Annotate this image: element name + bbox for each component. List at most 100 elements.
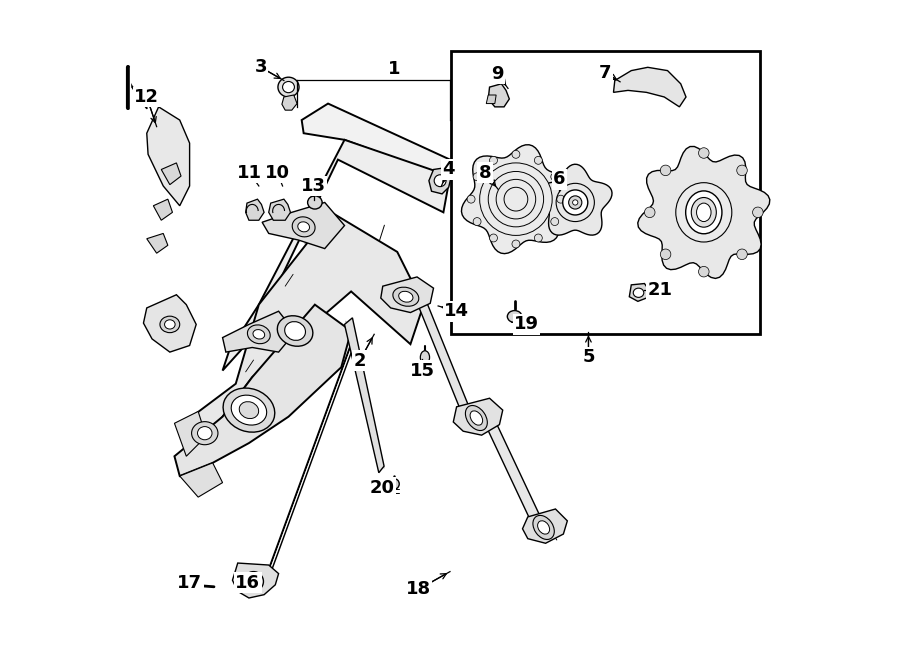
Ellipse shape [239, 402, 258, 418]
Circle shape [551, 173, 559, 181]
Circle shape [512, 150, 520, 158]
Text: 8: 8 [479, 164, 491, 182]
Ellipse shape [465, 406, 487, 430]
Ellipse shape [399, 291, 413, 302]
Text: 5: 5 [582, 348, 595, 366]
Polygon shape [416, 291, 470, 416]
Ellipse shape [480, 163, 553, 236]
Ellipse shape [292, 217, 315, 237]
Bar [451, 51, 760, 334]
Text: 12: 12 [134, 88, 159, 106]
Circle shape [661, 165, 670, 175]
Ellipse shape [192, 581, 201, 589]
Polygon shape [183, 213, 424, 443]
Polygon shape [269, 199, 291, 220]
Polygon shape [175, 411, 206, 456]
Polygon shape [462, 145, 571, 254]
Polygon shape [222, 140, 450, 371]
Ellipse shape [277, 316, 313, 346]
Text: 16: 16 [235, 574, 260, 592]
Text: 1: 1 [388, 60, 400, 77]
Polygon shape [147, 107, 190, 206]
Circle shape [535, 234, 543, 242]
Ellipse shape [284, 322, 305, 340]
Text: 18: 18 [406, 581, 431, 598]
Polygon shape [153, 199, 173, 220]
Polygon shape [614, 68, 686, 107]
Ellipse shape [686, 191, 722, 234]
Circle shape [490, 156, 498, 164]
Ellipse shape [691, 197, 716, 227]
Ellipse shape [572, 200, 578, 205]
Ellipse shape [160, 316, 180, 332]
Text: 7: 7 [598, 64, 611, 81]
Circle shape [698, 266, 709, 277]
Ellipse shape [278, 77, 299, 97]
Circle shape [473, 173, 482, 181]
Circle shape [512, 240, 520, 248]
Polygon shape [523, 509, 567, 544]
Ellipse shape [470, 411, 482, 425]
Text: 10: 10 [265, 164, 290, 182]
Ellipse shape [231, 395, 266, 425]
Text: 4: 4 [443, 160, 454, 179]
Ellipse shape [697, 203, 711, 222]
Ellipse shape [634, 288, 643, 297]
Ellipse shape [253, 330, 265, 339]
Text: 11: 11 [237, 164, 262, 182]
Ellipse shape [393, 287, 419, 307]
Ellipse shape [223, 388, 274, 432]
Circle shape [490, 234, 498, 242]
Text: 3: 3 [255, 58, 267, 76]
Text: 20: 20 [370, 479, 394, 497]
Text: 21: 21 [647, 281, 672, 299]
Text: 9: 9 [491, 65, 504, 83]
Ellipse shape [434, 175, 446, 187]
Circle shape [644, 207, 655, 218]
Ellipse shape [537, 521, 550, 534]
Ellipse shape [249, 577, 257, 585]
Text: 15: 15 [410, 361, 435, 379]
Ellipse shape [308, 196, 322, 209]
Polygon shape [175, 305, 351, 476]
Polygon shape [638, 146, 770, 279]
Ellipse shape [562, 190, 588, 215]
Polygon shape [180, 463, 222, 497]
Polygon shape [488, 84, 509, 107]
Circle shape [737, 249, 747, 260]
Ellipse shape [248, 325, 270, 344]
Ellipse shape [389, 479, 400, 489]
Ellipse shape [676, 183, 732, 242]
Polygon shape [246, 199, 264, 220]
Circle shape [551, 218, 559, 226]
Text: 13: 13 [301, 177, 326, 195]
Circle shape [473, 218, 482, 226]
Ellipse shape [298, 222, 310, 232]
Ellipse shape [165, 320, 176, 329]
Ellipse shape [197, 426, 212, 440]
Circle shape [752, 207, 763, 218]
Polygon shape [143, 295, 196, 352]
Text: 17: 17 [177, 574, 202, 592]
Polygon shape [222, 311, 295, 352]
Ellipse shape [192, 422, 218, 445]
Polygon shape [538, 164, 612, 235]
Polygon shape [486, 95, 496, 103]
Polygon shape [302, 103, 450, 176]
Polygon shape [147, 234, 168, 253]
Polygon shape [381, 277, 434, 312]
Text: 14: 14 [444, 303, 469, 320]
Ellipse shape [244, 571, 264, 591]
Polygon shape [232, 563, 279, 598]
Polygon shape [345, 318, 384, 473]
Text: 19: 19 [514, 315, 539, 334]
Polygon shape [282, 95, 297, 110]
Text: 6: 6 [554, 170, 566, 189]
Polygon shape [482, 409, 543, 529]
Text: 2: 2 [354, 352, 366, 369]
Ellipse shape [508, 310, 522, 322]
Polygon shape [629, 283, 649, 301]
Polygon shape [161, 163, 181, 185]
Polygon shape [454, 399, 503, 435]
Circle shape [661, 249, 670, 260]
